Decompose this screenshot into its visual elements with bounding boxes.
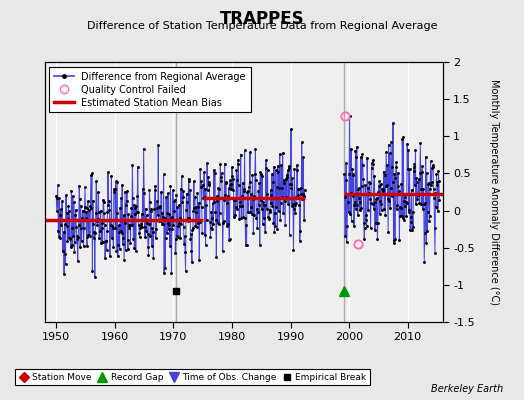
Y-axis label: Monthly Temperature Anomaly Difference (°C): Monthly Temperature Anomaly Difference (…: [489, 79, 499, 305]
Legend: Difference from Regional Average, Quality Control Failed, Estimated Station Mean: Difference from Regional Average, Qualit…: [49, 67, 251, 112]
Text: Difference of Station Temperature Data from Regional Average: Difference of Station Temperature Data f…: [87, 21, 437, 31]
Text: TRAPPES: TRAPPES: [220, 10, 304, 28]
Text: Berkeley Earth: Berkeley Earth: [431, 384, 503, 394]
Legend: Station Move, Record Gap, Time of Obs. Change, Empirical Break: Station Move, Record Gap, Time of Obs. C…: [15, 369, 370, 386]
